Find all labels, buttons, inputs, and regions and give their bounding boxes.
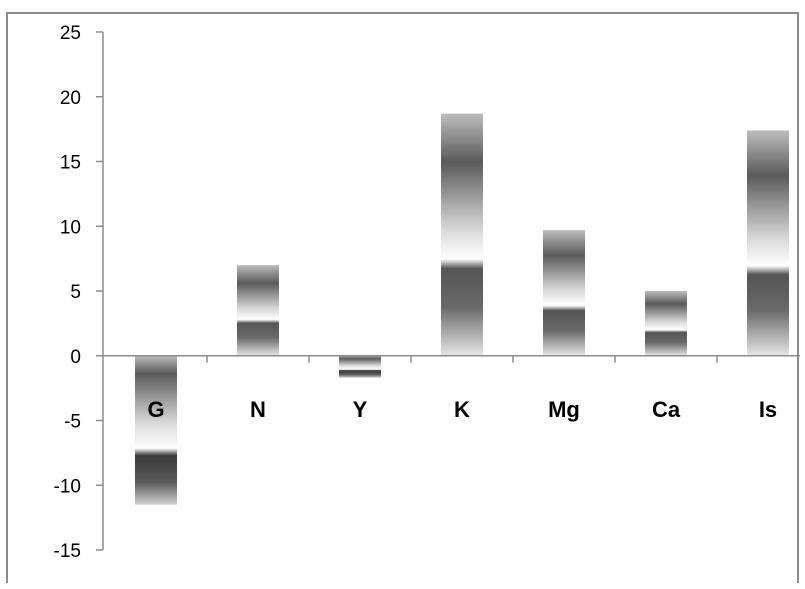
- category-labels: G N Y K Mg Ca Is: [147, 397, 777, 422]
- bar-is: [747, 130, 789, 356]
- bar-n: [237, 265, 279, 356]
- y-tick-label: 25: [60, 23, 81, 44]
- y-tick-label: -5: [64, 412, 81, 433]
- bar-k: [441, 113, 483, 356]
- bar-ca: [645, 291, 687, 356]
- y-axis: 25 20 15 10 5 0 -5 -10 -15: [54, 23, 104, 562]
- bars: [135, 113, 789, 505]
- y-tick-label: 0: [70, 347, 81, 368]
- bar-g: [135, 355, 177, 505]
- category-label-is: Is: [759, 397, 777, 422]
- category-label-mg: Mg: [548, 397, 580, 422]
- category-label-n: N: [250, 397, 266, 422]
- y-tick-label: 5: [70, 282, 81, 303]
- y-tick-label: 20: [60, 88, 81, 109]
- y-tick-label: -10: [54, 476, 81, 497]
- bar-y: [339, 355, 381, 378]
- x-axis: [103, 355, 800, 363]
- category-label-y: Y: [353, 397, 368, 422]
- y-tick-label: -15: [54, 541, 81, 562]
- chart-frame: [6, 12, 799, 583]
- category-label-g: G: [147, 397, 164, 422]
- category-label-k: K: [454, 397, 470, 422]
- y-tick-label: 10: [60, 217, 81, 238]
- bar-mg: [543, 230, 585, 356]
- y-tick-label: 15: [60, 153, 81, 174]
- category-label-ca: Ca: [652, 397, 681, 422]
